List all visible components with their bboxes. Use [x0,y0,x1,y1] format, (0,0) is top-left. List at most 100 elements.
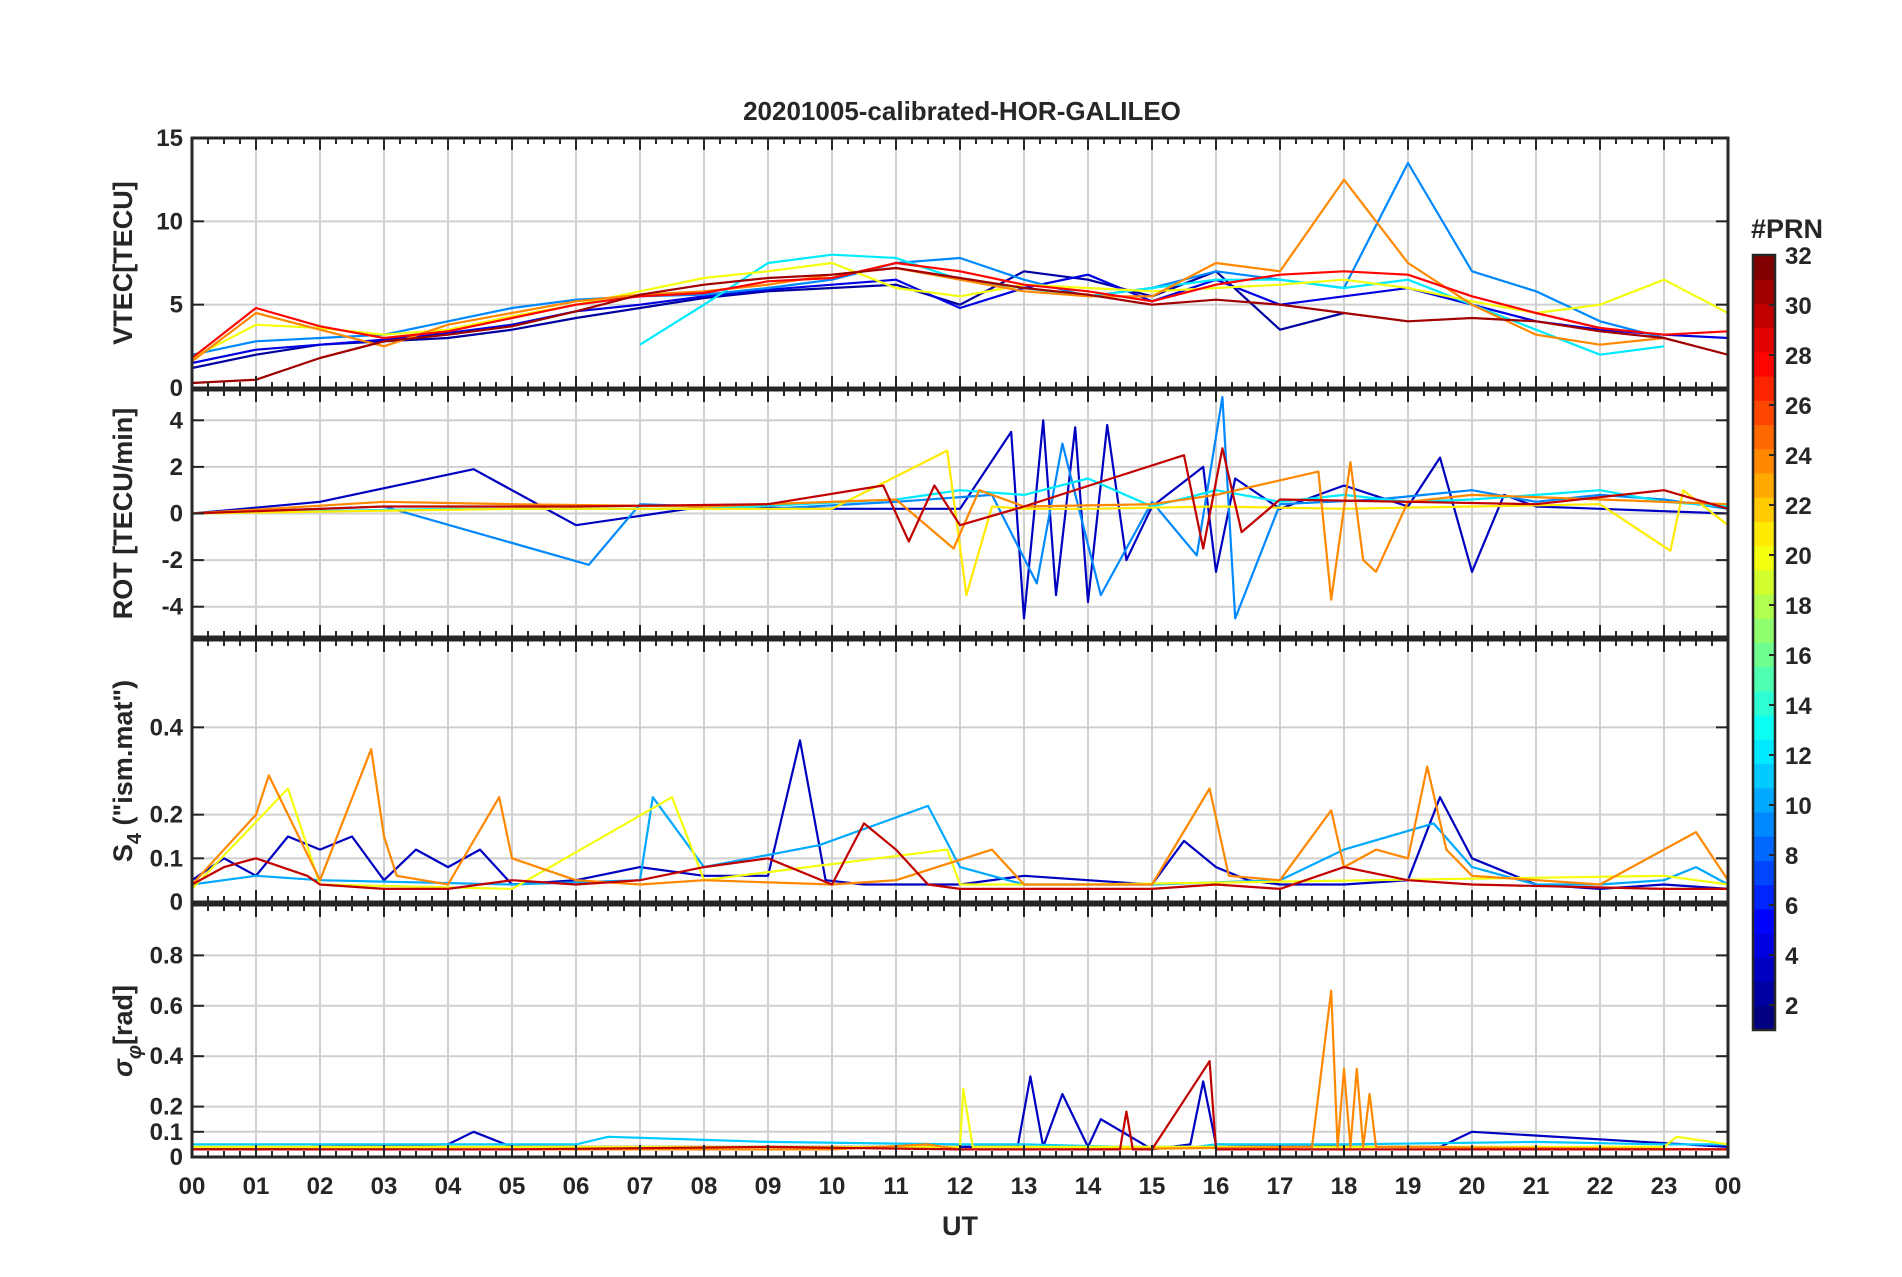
colorbar-label: #PRN [1751,214,1823,244]
series-prn-3 [192,739,1728,891]
colorbar-swatch [1753,351,1775,377]
colorbar-swatch [1753,739,1775,765]
y-tick-label: -4 [162,594,184,621]
series-prn-24 [192,748,1728,886]
colorbar-swatch [1753,642,1775,668]
x-axis-label: UT [942,1211,978,1241]
series-prn-20 [192,1087,1728,1149]
x-tick-label: 01 [243,1173,270,1200]
x-tick-label: 19 [1395,1173,1422,1200]
series-prn-30 [192,822,1728,891]
colorbar-tick-label: 22 [1785,493,1812,520]
colorbar-swatch [1753,763,1775,789]
x-tick-label: 08 [691,1173,718,1200]
colorbar-swatch [1753,666,1775,692]
colorbar-tick-label: 24 [1785,443,1812,470]
x-tick-label: 13 [1011,1173,1038,1200]
colorbar-swatch [1753,569,1775,595]
colorbar-swatch [1753,957,1775,983]
colorbar-tick-label: 18 [1785,593,1812,620]
colorbar-swatch [1753,472,1775,498]
chart-title: 20201005-calibrated-HOR-GALILEO [743,96,1181,126]
colorbar-swatch [1753,690,1775,716]
x-tick-label: 11 [883,1173,908,1200]
panel-3: 0 0.1 0.2 0.4S4 ("ism.mat") [108,638,1730,916]
colorbar-swatch [1753,424,1775,450]
series-prn-21 [192,449,1728,597]
colorbar-swatch [1753,448,1775,474]
x-tick-label: 04 [435,1173,462,1200]
colorbar-swatch [1753,715,1775,740]
x-tick-label: 22 [1587,1173,1614,1200]
x-tick-label: 00 [1715,1173,1742,1200]
y-tick-label: 15 [156,125,183,152]
colorbar-swatch [1753,279,1775,304]
y-tick-label: 0.2 [150,1094,183,1121]
y-tick-label: 2 [170,454,183,481]
colorbar-swatch [1753,787,1775,813]
colorbar-tick-label: 20 [1785,543,1812,570]
x-tick-label: 09 [755,1173,782,1200]
x-tick-label: 12 [947,1173,974,1200]
colorbar-frame [1751,253,1777,1032]
panels: 0 5 10 15 VTEC[TECU] -4 -2 0 2 4 ROT [TECU/min] 0 0.… [108,125,1730,1171]
series-prn-31 [192,266,1728,385]
x-tick-label: 18 [1331,1173,1358,1200]
colorbar-swatch [1753,836,1775,861]
colorbar-swatch [1753,812,1775,837]
colorbar-tick-label: 30 [1785,293,1812,320]
y-axis-label: S4 ("ism.mat") [108,680,146,862]
x-tick-label: 14 [1075,1173,1102,1200]
y-tick-label: -2 [162,547,183,574]
x-tick-label: 02 [307,1173,334,1200]
series-group [192,161,1728,385]
colorbar-tick-label: 4 [1785,943,1799,970]
colorbar-swatch [1753,933,1775,958]
panel-4: 00.10.2 0.4 0.6 0.8σφ[rad] [108,903,1730,1171]
y-axis-label: ROT [TECU/min] [108,408,138,619]
x-tick-label: 20 [1459,1173,1486,1200]
x-tick-label: 23 [1651,1173,1678,1200]
series-group [192,395,1728,620]
colorbar-swatch [1753,618,1775,643]
y-tick-label: 0 [170,375,183,402]
y-axis-label: VTEC[TECU] [108,181,138,345]
y-tick-label: 0 [170,889,183,916]
x-tick-label: 21 [1523,1173,1550,1200]
y-tick-label: 4 [170,407,184,434]
series-prn-20 [192,261,1728,359]
y-tick-label: 0.4 [150,1043,184,1070]
colorbar-swatch [1753,376,1775,401]
y-axis-label: σφ[rad] [108,985,146,1077]
panel-2: -4 -2 0 2 4 ROT [TECU/min] [108,388,1730,639]
colorbar-tick-label: 28 [1785,343,1812,370]
series-prn-9 [192,161,1665,356]
colorbar-swatch [1753,303,1775,329]
colorbar-swatch [1753,327,1775,353]
y-tick-label: 0.4 [150,714,184,741]
y-tick-label: 0.1 [150,1119,183,1146]
colorbar-swatch [1753,884,1775,910]
colorbar-swatch [1753,594,1775,619]
series-group [192,739,1728,891]
y-tick-label: 5 [170,292,183,319]
colorbar-tick-label: 14 [1785,693,1812,720]
x-tick-label: 17 [1267,1173,1294,1200]
colorbar-tick-label: 10 [1785,793,1812,820]
colorbar-swatch [1753,497,1775,522]
y-tick-label: 0.2 [150,802,183,829]
panel-1: 0 5 10 15 VTEC[TECU] [108,125,1730,402]
x-tick-label: 03 [371,1173,398,1200]
colorbar-swatch [1753,1005,1775,1031]
colorbar-tick-label: 8 [1785,843,1798,870]
x-tick-label: 16 [1203,1173,1230,1200]
series-prn-28 [192,261,1728,359]
y-tick-label: 10 [156,208,183,235]
x-tick-label: 00 [179,1173,206,1200]
y-tick-label: 0.8 [150,942,183,969]
y-tick-label: 0 [170,501,183,528]
series-prn-12 [639,253,1665,356]
colorbar-swatch [1753,860,1775,886]
